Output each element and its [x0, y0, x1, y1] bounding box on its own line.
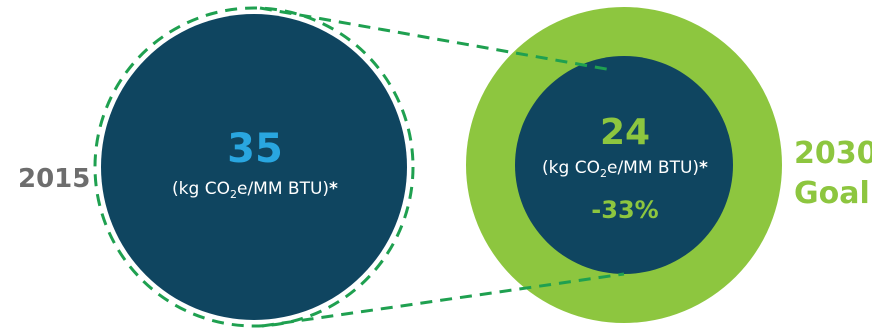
baseline-circle [101, 14, 407, 320]
goal-reduction: -33% [591, 196, 659, 224]
goal-word: Goal [794, 176, 870, 211]
baseline-unit-subscript: 2 [229, 188, 237, 201]
goal-label: 2030 Goal [794, 134, 872, 214]
baseline-dashed-outline [93, 6, 415, 328]
baseline-unit-prefix: (kg CO [172, 179, 230, 199]
goal-unit-prefix: (kg CO [542, 158, 600, 178]
baseline-asterisk: * [329, 179, 338, 199]
goal-unit: (kg CO2e/MM BTU)* [510, 158, 740, 180]
baseline-year-label: 2015 [18, 164, 91, 194]
baseline-unit: (kg CO2e/MM BTU)* [135, 179, 375, 201]
goal-year: 2030 [794, 136, 872, 171]
connector-bottom-line [261, 272, 625, 328]
goal-unit-subscript: 2 [599, 167, 607, 180]
baseline-unit-suffix: e/MM BTU) [236, 179, 330, 199]
goal-asterisk: * [699, 158, 708, 178]
goal-unit-suffix: e/MM BTU) [606, 158, 700, 178]
goal-value: 24 [599, 112, 651, 153]
baseline-value: 35 [227, 126, 283, 172]
goal-inner-circle [515, 56, 733, 274]
